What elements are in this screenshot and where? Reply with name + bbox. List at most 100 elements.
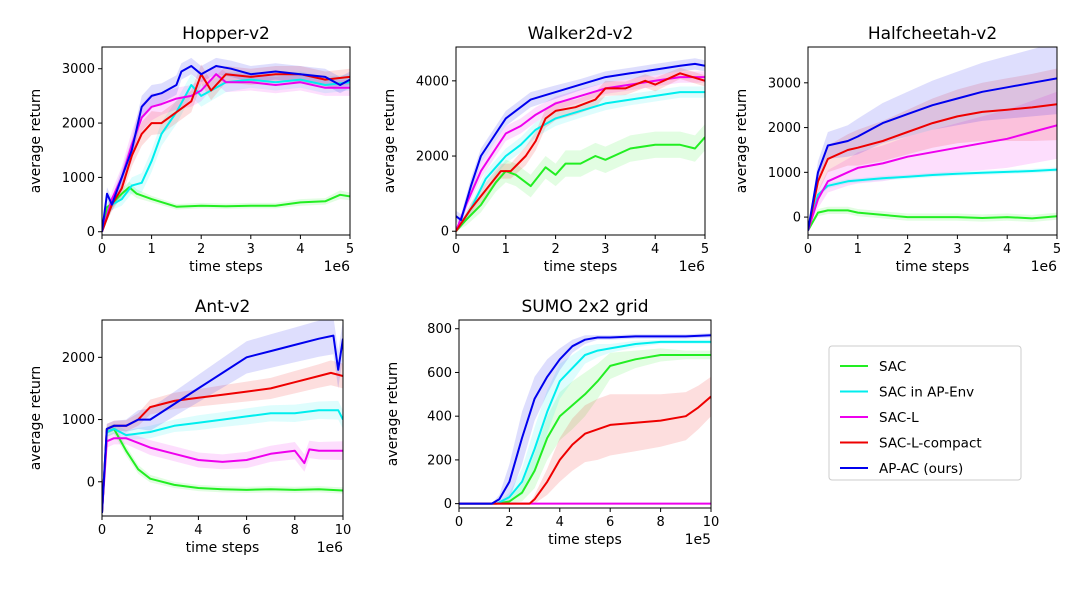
x-tick-label: 1 <box>147 242 155 257</box>
x-offset-label: 1e6 <box>324 259 351 275</box>
legend-frame <box>828 345 1022 481</box>
band-sac-l-compact <box>459 376 711 504</box>
x-axis-label: time steps <box>186 540 260 556</box>
series-line-sac-l <box>102 73 350 232</box>
band-ap-ac-ours <box>459 333 711 504</box>
y-tick-label: 1000 <box>768 166 801 181</box>
x-tick-label: 4 <box>194 523 202 538</box>
y-tick-label: 0 <box>444 497 452 512</box>
x-tick-label: 3 <box>601 242 609 257</box>
x-tick-label: 4 <box>296 242 304 257</box>
y-tick-label: 2000 <box>768 121 801 136</box>
band-ap-ac-ours <box>808 47 1057 231</box>
x-axis-label: time steps <box>548 532 622 548</box>
plot-area <box>456 58 705 232</box>
series-line-sac-l-compact <box>808 103 1057 231</box>
y-tick-label: 600 <box>427 366 452 381</box>
y-tick-label: 2000 <box>62 351 95 366</box>
x-tick-label: 3 <box>247 242 255 257</box>
band-sac-l-compact <box>456 67 705 232</box>
x-tick-label: 2 <box>146 523 154 538</box>
plot-area <box>102 320 343 513</box>
x-tick-label: 5 <box>1053 242 1061 257</box>
x-tick-label: 0 <box>98 523 106 538</box>
x-offset-label: 1e6 <box>317 540 344 556</box>
legend-label: AP-AC (ours) <box>879 461 963 477</box>
series-line-ap-ac-ours <box>808 77 1057 231</box>
x-tick-label: 2 <box>903 242 911 257</box>
band-sac <box>808 206 1057 231</box>
band-sac-l <box>102 64 350 232</box>
chart-title: Walker2d-v2 <box>528 24 634 44</box>
series-line-sac-l <box>456 76 705 232</box>
band-ap-ac-ours <box>102 57 350 232</box>
series-line-sac-in-ap-env <box>102 78 350 233</box>
y-tick-label: 0 <box>87 225 95 240</box>
band-sac-in-ap-env <box>456 86 705 232</box>
series-line-sac-in-ap-env <box>459 340 711 505</box>
series-line-sac <box>459 354 711 505</box>
series-line-sac-in-ap-env <box>102 409 343 513</box>
x-tick-label: 8 <box>656 515 664 530</box>
y-tick-label: 1000 <box>62 413 95 428</box>
legend: SAC SAC in AP-Env SAC-L SAC-L-compact AP-AC … <box>828 345 1022 481</box>
chart-title: Hopper-v2 <box>182 24 270 44</box>
x-tick-label: 10 <box>703 515 720 530</box>
plot-area <box>459 333 711 505</box>
x-offset-label: 1e6 <box>1031 259 1058 275</box>
series-line-ap-ac-ours <box>456 62 705 221</box>
y-tick-label: 2000 <box>62 117 95 132</box>
plot-area <box>808 47 1057 231</box>
axes-frame <box>101 319 344 517</box>
series-line-ap-ac-ours <box>102 334 343 513</box>
axes-frame <box>807 46 1058 236</box>
x-offset-label: 1e5 <box>685 532 711 548</box>
y-tick-label: 0 <box>793 211 801 226</box>
chart-panel-5: 0 2 4 6 8 10 0 200 400 600 800 SUMO 2x2 grid time st… <box>385 297 719 548</box>
x-axis-label: time steps <box>544 259 618 275</box>
chart-title: Ant-v2 <box>195 297 251 317</box>
legend-label: SAC in AP-Env <box>879 385 974 401</box>
y-tick-label: 0 <box>441 225 449 240</box>
x-tick-label: 0 <box>98 242 106 257</box>
x-tick-label: 2 <box>505 515 513 530</box>
band-sac-l-compact <box>102 360 343 513</box>
chart-title: SUMO 2x2 grid <box>521 297 648 317</box>
chart-panel-2: 0 1 2 3 4 5 0 2000 4000 Walker2d-v2 time steps 1e6 a… <box>382 24 709 275</box>
y-axis-label: average return <box>382 89 398 194</box>
x-tick-label: 0 <box>804 242 812 257</box>
series-line-sac <box>456 136 705 232</box>
plot-area <box>102 57 350 233</box>
x-tick-label: 2 <box>551 242 559 257</box>
series-line-sac-in-ap-env <box>808 168 1057 231</box>
series-line-sac <box>102 186 350 232</box>
legend-label: SAC-L-compact <box>879 436 982 452</box>
axes-frame <box>101 46 351 236</box>
x-tick-label: 6 <box>606 515 614 530</box>
y-tick-label: 3000 <box>62 62 95 77</box>
series-line-sac-in-ap-env <box>456 91 705 232</box>
chart-panel-3: 0 1 2 3 4 5 0 1000 2000 3000 Halfcheetah-v2 time st… <box>734 24 1061 275</box>
x-tick-label: 6 <box>242 523 250 538</box>
band-sac-l-compact <box>102 64 350 232</box>
y-tick-label: 2000 <box>416 150 449 165</box>
axes-frame <box>455 46 706 236</box>
axes-frame <box>458 319 712 509</box>
x-tick-label: 2 <box>197 242 205 257</box>
y-tick-label: 4000 <box>416 74 449 89</box>
y-tick-label: 1000 <box>62 171 95 186</box>
x-tick-label: 4 <box>651 242 659 257</box>
series-line-sac-l-compact <box>459 395 711 505</box>
y-tick-label: 200 <box>427 453 452 468</box>
x-tick-label: 5 <box>346 242 354 257</box>
y-axis-label: average return <box>734 89 750 194</box>
x-axis-label: time steps <box>896 259 970 275</box>
x-tick-label: 4 <box>556 515 564 530</box>
series-line-sac-l <box>808 124 1057 231</box>
series-line-sac-l-compact <box>456 72 705 232</box>
band-sac <box>102 423 343 513</box>
band-sac-l-compact <box>808 68 1057 231</box>
x-tick-label: 10 <box>335 523 352 538</box>
